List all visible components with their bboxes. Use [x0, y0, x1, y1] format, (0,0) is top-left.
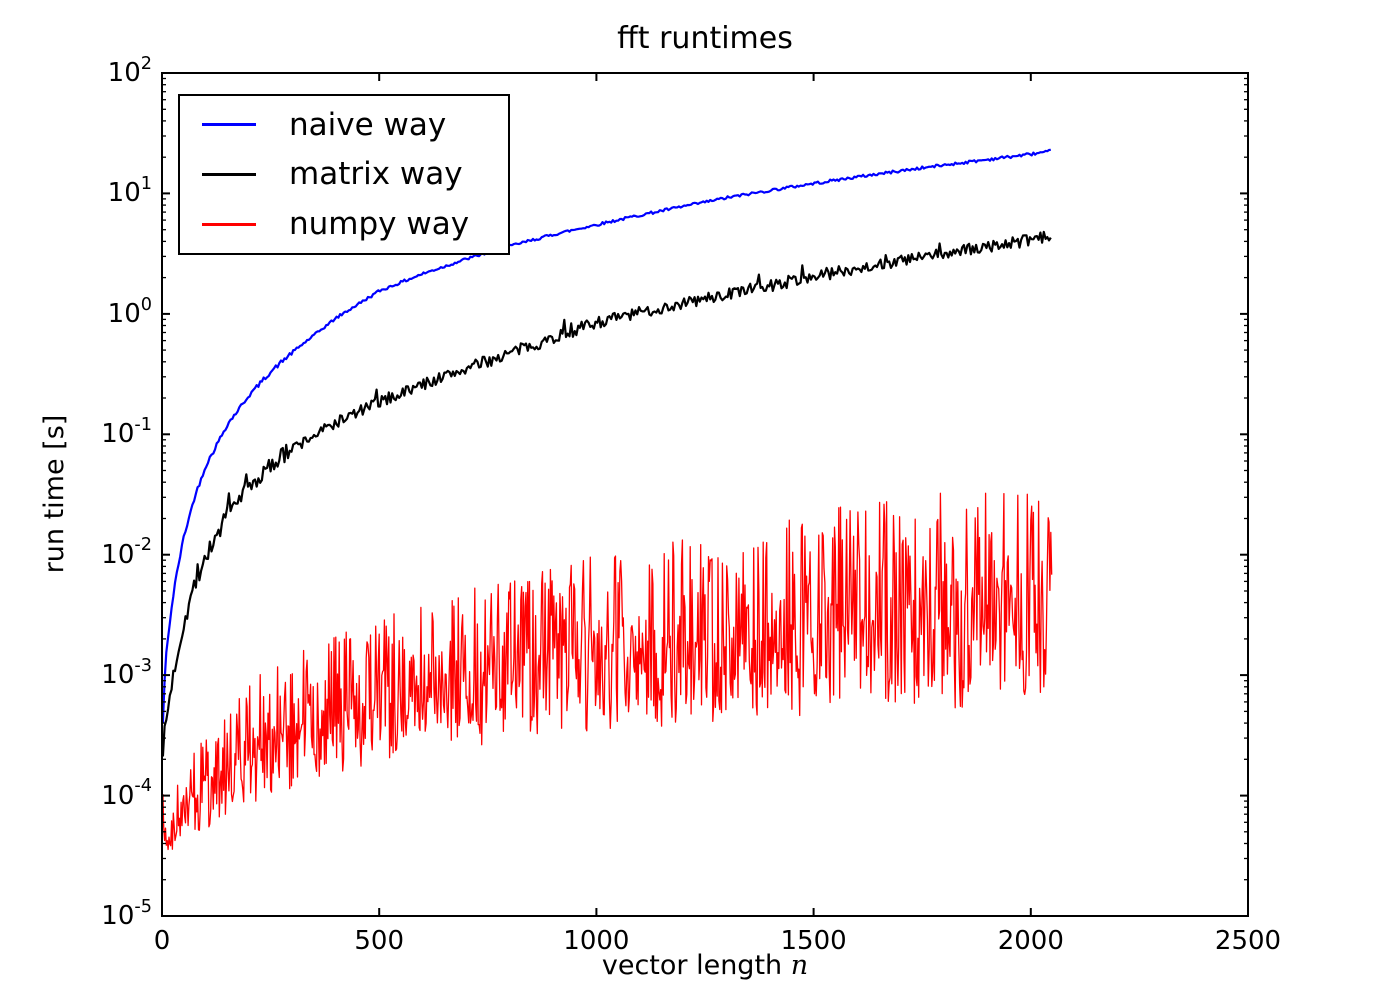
- chart-title: fft runtimes: [617, 21, 793, 56]
- y-tick-label: 10-4: [101, 776, 152, 811]
- legend-line-matrix-way: [202, 173, 256, 176]
- x-tick-label: 2500: [1214, 926, 1282, 956]
- y-tick-labels: 102 101 100 10-1 10-2 10-3 10-4 10-5: [0, 0, 162, 995]
- x-tick-label: 0: [153, 926, 171, 956]
- legend: naive way matrix way numpy way: [178, 94, 510, 255]
- x-axis-label-variable: n: [790, 950, 809, 981]
- series-numpy-way: [162, 492, 1053, 851]
- y-tick-label: 100: [107, 294, 152, 329]
- legend-item-naive-way: naive way: [180, 100, 508, 150]
- legend-label-numpy-way: numpy way: [289, 206, 470, 243]
- legend-item-numpy-way: numpy way: [180, 199, 508, 249]
- legend-line-naive-way: [202, 123, 256, 127]
- x-tick-label: 500: [354, 926, 405, 956]
- series-matrix-way: [162, 230, 1052, 757]
- x-tick-label: 1000: [563, 926, 630, 956]
- y-tick-label: 10-1: [101, 414, 152, 450]
- x-tick-labels: 0 500 1000 1500 2000 2500: [0, 926, 1376, 958]
- y-tick-label: 102: [107, 53, 152, 88]
- x-tick-label: 2000: [997, 926, 1064, 956]
- x-axis-label: vector length n: [162, 951, 1248, 981]
- y-tick-label: 101: [107, 174, 152, 209]
- series-naive-way: [162, 148, 1051, 723]
- legend-label-naive-way: naive way: [289, 106, 447, 143]
- legend-item-matrix-way: matrix way: [180, 150, 508, 200]
- y-tick-label: 10-2: [101, 535, 152, 570]
- y-tick-label: 10-5: [101, 896, 152, 931]
- y-tick-label: 10-3: [101, 655, 152, 691]
- x-tick-label: 1500: [780, 926, 847, 956]
- y-axis-label: run time [s]: [39, 415, 70, 574]
- legend-label-matrix-way: matrix way: [289, 156, 463, 193]
- x-axis-label-text: vector length: [601, 950, 791, 981]
- legend-line-numpy-way: [202, 222, 256, 226]
- plot-frame: [161, 72, 1249, 917]
